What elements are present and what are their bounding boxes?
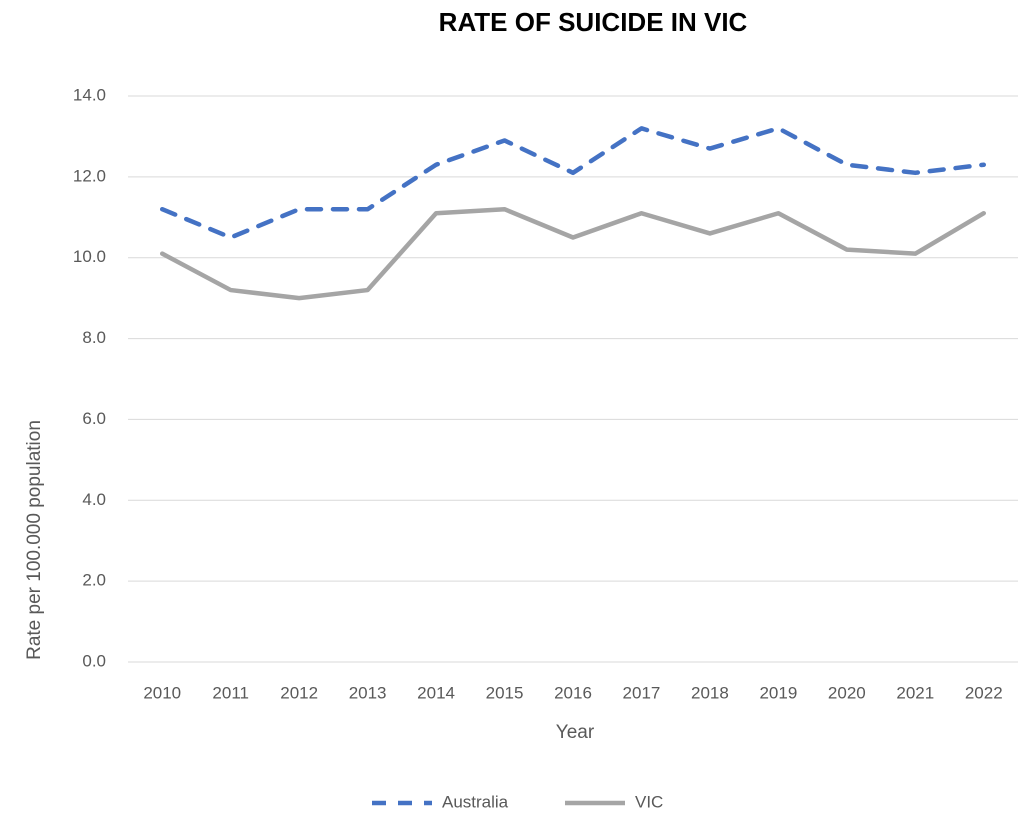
x-tick-label: 2012 xyxy=(280,683,318,702)
y-tick-label: 6.0 xyxy=(82,409,106,428)
x-tick-label: 2020 xyxy=(828,683,866,702)
x-tick-label: 2010 xyxy=(143,683,181,702)
x-axis-title: Year xyxy=(556,722,595,743)
y-tick-label: 10.0 xyxy=(73,247,106,266)
legend-label: Australia xyxy=(442,792,509,811)
x-tick-label: 2016 xyxy=(554,683,592,702)
x-tick-label: 2013 xyxy=(349,683,387,702)
legend-label: VIC xyxy=(635,792,663,811)
series-line xyxy=(159,126,987,240)
y-tick-label: 4.0 xyxy=(82,490,106,509)
y-axis-title: Rate per 100.000 population xyxy=(24,420,45,660)
x-tick-label: 2015 xyxy=(486,683,524,702)
x-tick-label: 2018 xyxy=(691,683,729,702)
x-tick-label: 2017 xyxy=(623,683,661,702)
y-tick-label: 0.0 xyxy=(82,651,106,670)
y-tick-label: 12.0 xyxy=(73,166,106,185)
y-tick-label: 2.0 xyxy=(82,571,106,590)
y-tick-label: 14.0 xyxy=(73,85,106,104)
chart-title: RATE OF SUICIDE IN VIC xyxy=(439,7,748,37)
y-tick-label: 8.0 xyxy=(82,328,106,347)
x-tick-label: 2022 xyxy=(965,683,1003,702)
x-tick-label: 2011 xyxy=(212,683,249,702)
x-tick-label: 2019 xyxy=(759,683,797,702)
x-tick-label: 2021 xyxy=(896,683,934,702)
series-line xyxy=(159,206,987,301)
x-tick-label: 2014 xyxy=(417,683,455,702)
